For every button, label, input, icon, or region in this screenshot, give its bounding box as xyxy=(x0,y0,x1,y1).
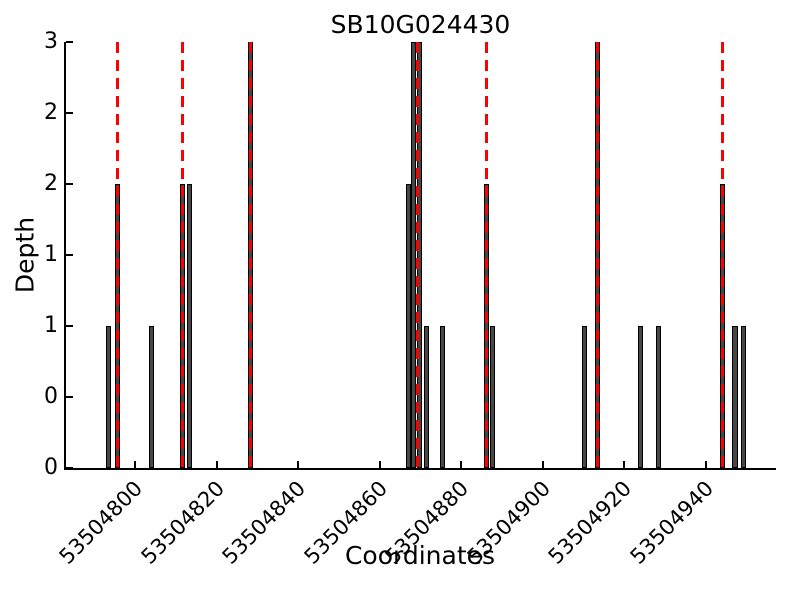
depth-bar xyxy=(406,184,412,468)
plot-area xyxy=(64,41,776,470)
x-tick-mark xyxy=(297,461,300,468)
y-tick-mark xyxy=(66,41,73,43)
y-tick-mark xyxy=(66,467,73,469)
y-tick-label: 0 xyxy=(44,455,58,480)
x-tick-mark xyxy=(541,461,544,468)
depth-bar xyxy=(656,326,662,468)
highlight-dashed-line xyxy=(595,42,599,468)
x-axis-spine xyxy=(64,468,776,470)
chart-title: SB10G024430 xyxy=(330,10,511,39)
y-tick-label: 1 xyxy=(44,242,58,267)
y-tick-mark xyxy=(66,183,73,185)
depth-bar xyxy=(423,326,429,468)
highlight-dashed-line xyxy=(484,42,488,468)
depth-bar xyxy=(410,42,417,468)
highlight-dashed-line xyxy=(416,42,420,468)
y-tick-label: 2 xyxy=(44,171,58,196)
y-tick-label: 2 xyxy=(44,100,58,125)
x-tick-mark xyxy=(134,461,137,468)
depth-bar xyxy=(637,326,644,468)
x-tick-label: 53504840 xyxy=(218,476,311,569)
highlight-dashed-line xyxy=(180,42,184,468)
depth-bar xyxy=(581,326,587,468)
x-tick-label: 53504920 xyxy=(543,476,637,569)
depth-bar xyxy=(187,184,193,468)
y-tick-mark xyxy=(66,112,73,114)
y-tick-mark xyxy=(66,325,73,327)
x-tick-mark xyxy=(623,461,626,468)
x-axis-label: Coordinates xyxy=(344,541,496,570)
highlight-dashed-line xyxy=(116,42,120,468)
x-tick-label: 53504820 xyxy=(136,476,230,569)
depth-bar xyxy=(489,326,495,468)
x-tick-label: 53504900 xyxy=(462,476,555,569)
x-tick-mark xyxy=(378,461,381,468)
x-tick-label: 53504800 xyxy=(55,476,148,569)
y-axis-spine xyxy=(64,42,66,470)
y-tick-label: 0 xyxy=(44,384,58,409)
y-tick-label: 1 xyxy=(44,313,58,338)
depth-bar xyxy=(732,326,738,468)
x-tick-mark xyxy=(215,461,218,468)
y-axis-tick-labels: 3 2 2 1 1 0 0 xyxy=(0,31,58,479)
depth-bar xyxy=(148,326,154,468)
x-tick-mark xyxy=(704,461,707,468)
y-tick-mark xyxy=(66,396,73,398)
highlight-dashed-line xyxy=(720,42,724,468)
depth-bar xyxy=(439,326,446,468)
depth-bar xyxy=(741,326,747,468)
highlight-dashed-line xyxy=(249,42,253,468)
depth-bar xyxy=(105,326,111,468)
y-tick-label: 3 xyxy=(44,29,58,54)
x-tick-mark xyxy=(460,461,463,468)
x-tick-label: 53504940 xyxy=(625,476,718,569)
y-tick-mark xyxy=(66,254,73,256)
